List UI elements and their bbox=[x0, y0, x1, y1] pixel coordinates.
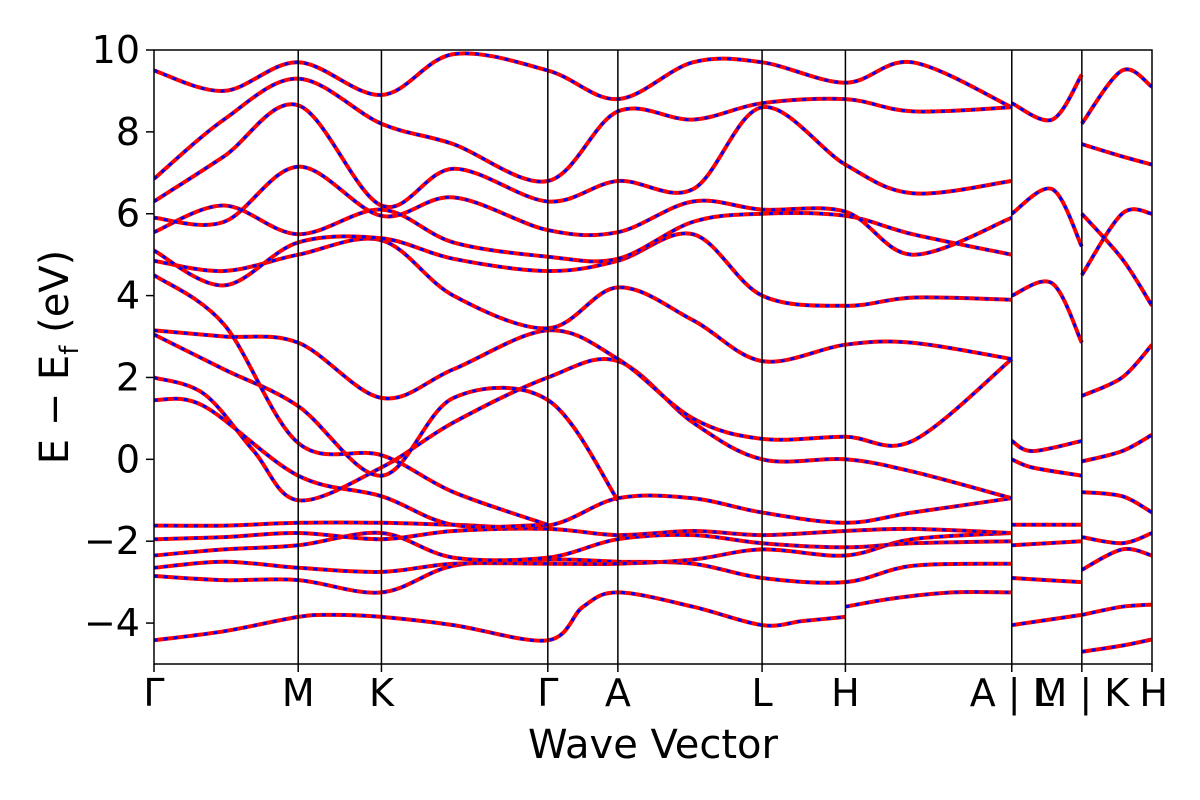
band-8-solid bbox=[154, 396, 548, 529]
band-28-dashed bbox=[1081, 343, 1152, 398]
band-32-dashed bbox=[1081, 490, 1152, 514]
band-37-solid bbox=[1080, 67, 1152, 125]
band-10-dashed bbox=[154, 333, 620, 502]
band-34-dashed bbox=[1081, 547, 1152, 572]
x-tick-label: A bbox=[605, 671, 631, 715]
band-7-dashed bbox=[154, 357, 1013, 502]
band-8-dashed bbox=[154, 397, 548, 529]
y-tick-label: 2 bbox=[116, 355, 140, 399]
band-28-solid bbox=[1080, 343, 1152, 398]
band-9-solid bbox=[154, 328, 1014, 448]
band-14-dashed bbox=[154, 203, 1013, 263]
x-tick-label: Γ bbox=[537, 671, 558, 715]
band-37-dashed bbox=[1080, 67, 1152, 125]
y-tick-label: 8 bbox=[116, 110, 140, 154]
band-31-dashed bbox=[1081, 433, 1152, 463]
band-31-solid bbox=[1081, 433, 1152, 464]
y-axis-label-unit: (eV) bbox=[32, 250, 78, 346]
band-13-dashed bbox=[154, 231, 1012, 308]
band-29-solid bbox=[1080, 207, 1152, 277]
y-axis-ticks: −4 −2 0 2 4 6 8 10 bbox=[84, 28, 154, 645]
band-4-dashed bbox=[154, 531, 1012, 562]
band-3-solid bbox=[154, 531, 1012, 575]
x-tick-label: L bbox=[751, 671, 772, 715]
band-34-solid bbox=[1080, 546, 1152, 572]
band-36-dashed bbox=[1081, 637, 1152, 654]
band-13-solid bbox=[154, 231, 1012, 308]
band-2-dashed bbox=[154, 557, 1012, 595]
band-27-dashed bbox=[1011, 73, 1084, 122]
x-tick-label: A | L bbox=[970, 671, 1054, 716]
band-17-dashed bbox=[154, 77, 1012, 184]
band-17-solid bbox=[154, 76, 1012, 184]
kpath-vertical-lines bbox=[297, 50, 1083, 664]
y-axis-label-subscript: f bbox=[55, 345, 85, 355]
band-23-solid bbox=[1011, 576, 1082, 585]
band-29-dashed bbox=[1080, 207, 1152, 276]
band-7-solid bbox=[154, 356, 1013, 503]
band-16-dashed bbox=[154, 102, 1012, 209]
band-33-dashed bbox=[1081, 531, 1152, 545]
band-0-dashed bbox=[154, 590, 846, 643]
band-1-dashed bbox=[845, 590, 1012, 609]
band-5-dashed bbox=[154, 527, 1012, 541]
x-tick-label: Γ bbox=[143, 671, 164, 715]
x-tick-label: H bbox=[831, 671, 860, 715]
band-25-dashed bbox=[1011, 280, 1084, 344]
band-35-dashed bbox=[1081, 603, 1152, 617]
x-tick-label: K bbox=[369, 671, 395, 715]
x-tick-label: H bbox=[1139, 671, 1168, 715]
band-30-dashed bbox=[1080, 212, 1152, 307]
band-22-solid bbox=[1011, 539, 1082, 548]
band-18-dashed bbox=[154, 51, 1013, 109]
band-4-solid bbox=[154, 530, 1012, 563]
band-9-dashed bbox=[154, 328, 1013, 448]
y-tick-label: −4 bbox=[84, 601, 140, 645]
y-axis-label: E − Ef (eV) bbox=[32, 250, 85, 465]
band-38-dashed bbox=[1081, 142, 1152, 167]
band-11-dashed bbox=[154, 273, 549, 527]
x-tick-label: M bbox=[282, 671, 315, 715]
band-19-dashed bbox=[1010, 439, 1083, 453]
band-12-dashed bbox=[154, 237, 1013, 364]
plot-frame bbox=[153, 49, 1153, 665]
y-tick-label: 4 bbox=[116, 274, 140, 318]
y-axis-label-main: E − E bbox=[32, 355, 78, 465]
x-tick-label: M | K bbox=[1035, 671, 1131, 716]
y-tick-label: 10 bbox=[92, 28, 140, 72]
band-20-dashed bbox=[1011, 457, 1083, 478]
band-1-solid bbox=[845, 589, 1012, 609]
band-26-dashed bbox=[1010, 187, 1084, 248]
band-15-dashed bbox=[154, 165, 1013, 257]
band-32-solid bbox=[1081, 490, 1152, 515]
band-24-solid bbox=[1011, 612, 1083, 628]
band-15-solid bbox=[154, 164, 1013, 257]
y-tick-label: −2 bbox=[84, 519, 140, 563]
y-tick-label: 0 bbox=[116, 437, 140, 481]
band-0-solid bbox=[154, 590, 846, 643]
band-3-dashed bbox=[154, 531, 1012, 574]
bands-layer bbox=[154, 51, 1152, 654]
band-27-solid bbox=[1010, 73, 1084, 123]
y-tick-label: 6 bbox=[116, 192, 140, 236]
x-axis-label: Wave Vector bbox=[528, 722, 779, 768]
